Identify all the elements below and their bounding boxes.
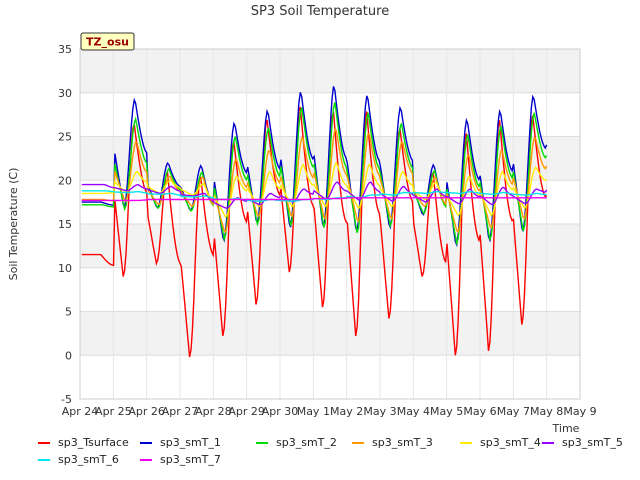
station-badge: TZ_osu [80,32,135,51]
x-tick-label: May 2 [330,405,363,418]
x-tick-label: Apr 30 [262,405,299,418]
y-tick-label: 5 [65,306,72,319]
legend-label: sp3_smT_4 [480,436,541,449]
badge-box [80,32,135,51]
legend-swatch [140,458,152,461]
x-tick-label: Apr 24 [62,405,99,418]
y-tick-label: 10 [58,262,72,275]
legend-item: sp3_smT_5 [542,436,623,449]
legend-item: sp3_smT_2 [256,436,337,449]
series-line-sp3_Tsurface [81,106,548,358]
plot-band [80,49,580,93]
legend-swatch [352,441,364,444]
legend-label: sp3_smT_3 [372,436,433,449]
plot-band [80,224,580,268]
x-tick-label: Apr 28 [195,405,232,418]
series-line-sp3_smT_3 [81,128,548,234]
y-tick-label: 20 [58,174,72,187]
x-tick-label: May 1 [297,405,330,418]
plot-frame [79,48,581,400]
y-tick-label: 30 [58,87,72,100]
legend-item: sp3_smT_4 [460,436,541,449]
legend-label: sp3_smT_2 [276,436,337,449]
x-tick-label: May 7 [497,405,530,418]
chart-title: SP3 Soil Temperature [251,4,389,19]
legend-label: sp3_smT_5 [562,436,623,449]
plot-band [80,311,580,356]
y-tick-label: -5 [61,393,72,406]
series-group [81,86,548,358]
y-tick-labels: -5 0 5 10 15 20 25 30 35 [58,43,72,406]
legend-label: sp3_smT_6 [58,453,119,466]
legend-label: sp3_smT_7 [160,453,221,466]
x-tick-label: Apr 29 [228,405,265,418]
legend-item: sp3_smT_1 [140,436,221,449]
x-tick-label: May 3 [363,405,396,418]
x-tick-label: May 4 [397,405,430,418]
x-tick-label: Apr 26 [128,405,165,418]
legend-swatch [256,441,268,444]
legend-item: sp3_smT_7 [140,453,221,466]
legend-swatch [38,458,50,461]
legend-swatch [38,441,50,444]
legend-item: sp3_smT_3 [352,436,433,449]
x-tick-label: May 9 [563,405,596,418]
x-tick-label: May 6 [463,405,496,418]
x-tick-label: May 8 [530,405,563,418]
legend-swatch [140,441,152,444]
plot-band [80,267,580,312]
x-tick-label: Apr 25 [95,405,132,418]
y-tick-label: 15 [58,218,72,231]
legend-item: sp3_smT_6 [38,453,119,466]
y-axis-label: Soil Temperature (C) [7,168,20,281]
legend-label: sp3_smT_1 [160,436,221,449]
x-tick-label: Apr 27 [162,405,199,418]
y-tick-label: 0 [65,349,72,362]
y-tick-label: 25 [58,131,72,144]
x-axis-label: Time [552,422,580,435]
badge-label: TZ_osu [86,36,129,49]
legend-swatch [542,441,554,444]
series-line-sp3_smT_2 [81,102,548,246]
plot-band [80,355,580,399]
y-tick-label: 35 [58,43,72,56]
legend-item: sp3_Tsurface [38,436,129,449]
series-line-sp3_smT_7 [81,197,547,202]
series-line-sp3_smT_5 [81,181,548,209]
chart-legend: sp3_Tsurface sp3_smT_1 sp3_smT_2 sp3_smT_3 s… [38,436,628,472]
x-tick-label: May 5 [430,405,463,418]
legend-label: sp3_Tsurface [58,436,129,449]
legend-swatch [460,441,472,444]
